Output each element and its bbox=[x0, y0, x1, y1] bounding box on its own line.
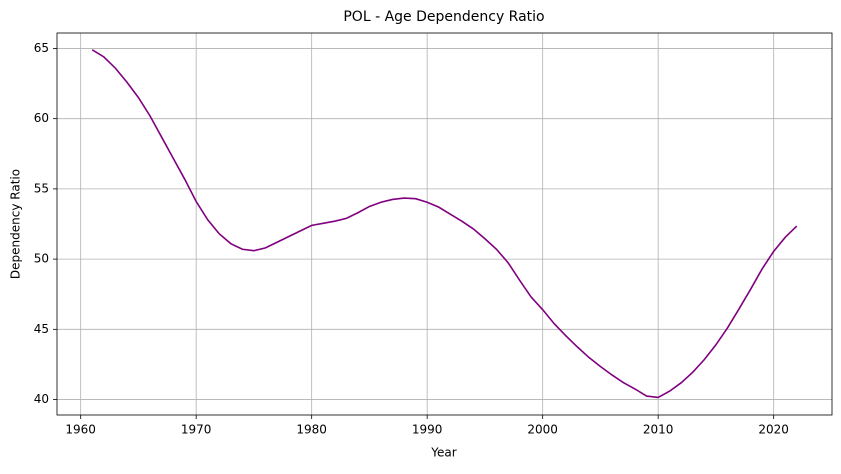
y-tick-label: 45 bbox=[34, 322, 49, 336]
y-tick-label: 55 bbox=[34, 181, 49, 195]
x-tick-label: 1980 bbox=[296, 423, 327, 437]
y-axis-label: Dependency Ratio bbox=[9, 169, 23, 279]
plot-frame bbox=[56, 32, 833, 416]
x-tick-label: 1970 bbox=[181, 423, 212, 437]
data-line bbox=[91, 49, 798, 399]
y-tick-label: 40 bbox=[34, 392, 49, 406]
y-tick-label: 60 bbox=[34, 111, 49, 125]
x-tick-label: 2000 bbox=[527, 423, 558, 437]
x-axis-label: Year bbox=[430, 446, 456, 460]
x-tick-label: 1990 bbox=[412, 423, 443, 437]
x-tick-label: 2010 bbox=[643, 423, 674, 437]
x-tick-label: 2020 bbox=[758, 423, 789, 437]
y-tick-label: 50 bbox=[34, 252, 49, 266]
x-tick-label: 1960 bbox=[65, 423, 96, 437]
y-tick-label: 65 bbox=[34, 41, 49, 55]
chart-title: POL - Age Dependency Ratio bbox=[343, 9, 544, 25]
